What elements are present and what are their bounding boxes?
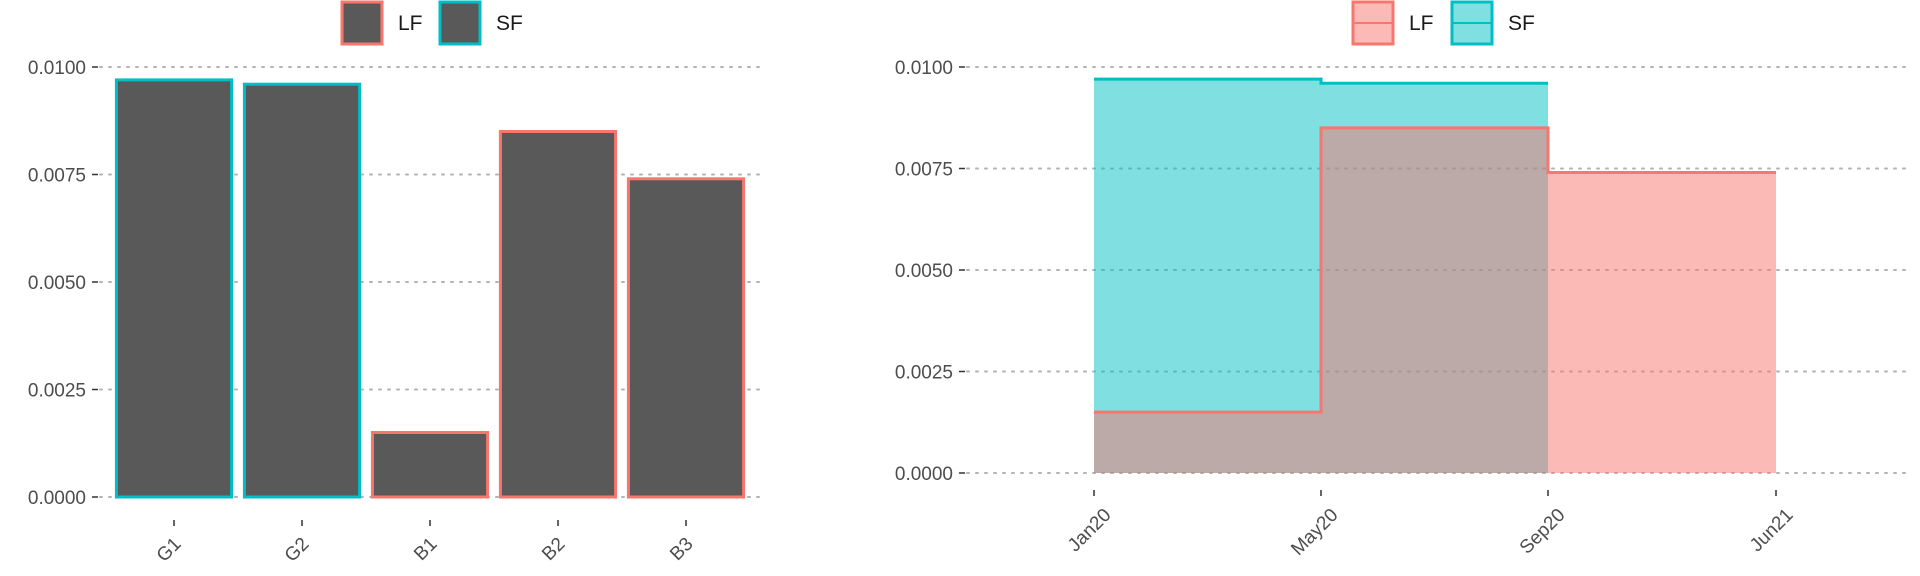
y-tick-label: 0.0025: [895, 363, 953, 384]
legend-right: LF SF: [1351, 0, 1535, 46]
y-tick-label: 0.0050: [28, 273, 86, 294]
line-lf: [1094, 126, 1776, 414]
bar-g2: [242, 82, 362, 499]
x-tick-label: B3: [666, 534, 697, 565]
bar-b1: [370, 431, 490, 499]
y-tick-label: 0.0100: [28, 58, 86, 79]
x-tick-label: Jun21: [1746, 505, 1797, 556]
legend-left: LF SF: [340, 0, 523, 46]
y-tick-label: 0.0100: [895, 58, 953, 79]
line-sf: [1094, 77, 1548, 85]
x-tick-label: G1: [153, 534, 186, 567]
x-tick-label: Sep20: [1516, 505, 1570, 559]
x-tick-label: B2: [538, 534, 569, 565]
legend-key-lf: [340, 0, 384, 46]
x-tick-label: G2: [281, 534, 314, 567]
y-tick-label: 0.0025: [28, 381, 86, 402]
y-tick-label: 0.0050: [895, 261, 953, 282]
y-tick-label: 0.0075: [28, 166, 86, 187]
legend-label-lf: LF: [398, 12, 423, 35]
legend-key-sf: [438, 0, 482, 46]
y-tick-label: 0.0075: [895, 160, 953, 181]
legend-label-sf: SF: [1508, 12, 1535, 35]
y-tick-label: 0.0000: [895, 464, 953, 485]
x-tick-label: B1: [410, 534, 441, 565]
legend-label-sf: SF: [496, 12, 523, 35]
bar-g1: [114, 78, 234, 499]
x-tick-label: May20: [1287, 505, 1342, 560]
bar-chart: 0.0000 0.0025 0.0050 0.0075 0.0100 G1 G2 B1 B2 B3: [28, 58, 761, 567]
x-tick-label: Jan20: [1064, 505, 1115, 556]
bar-b3: [626, 177, 746, 499]
legend-label-lf: LF: [1409, 12, 1434, 35]
y-tick-label: 0.0000: [28, 488, 86, 509]
area-lf: [1094, 127, 1776, 474]
step-area-chart: 0.0000 0.0025 0.0050 0.0075 0.0100 Jan20 May20…: [895, 58, 1911, 560]
bar-b2: [498, 130, 618, 499]
